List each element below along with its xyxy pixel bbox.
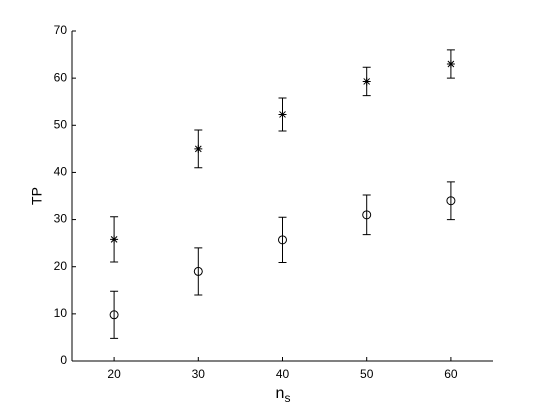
marker — [278, 235, 287, 245]
error-bar — [278, 216, 287, 263]
x-axis-label: ns — [276, 385, 291, 405]
x-axis-label-base: n — [276, 385, 285, 402]
x-tick-label: 20 — [107, 367, 121, 381]
error-bar — [194, 247, 203, 296]
x-tick-label: 50 — [360, 367, 374, 381]
y-axis-label: TP — [29, 187, 45, 205]
y-tick-label: 70 — [54, 23, 68, 37]
marker — [362, 77, 371, 86]
y-tick-label: 0 — [60, 353, 67, 367]
error-bar — [362, 194, 371, 236]
marker — [446, 60, 455, 68]
error-bar — [446, 181, 455, 221]
marker — [194, 144, 203, 153]
marker — [278, 110, 287, 119]
y-tick-label: 30 — [54, 212, 68, 226]
marker — [193, 266, 203, 276]
error-bar — [110, 290, 119, 339]
x-tick-label: 60 — [444, 367, 458, 381]
y-tick-label: 40 — [54, 165, 68, 179]
marker — [362, 210, 372, 220]
x-tick-label: 30 — [192, 367, 206, 381]
y-tick-label: 60 — [54, 70, 68, 84]
marker — [110, 235, 119, 244]
x-axis-label-subscript: s — [284, 391, 290, 405]
x-tick-label: 40 — [276, 367, 290, 381]
marker — [446, 196, 456, 206]
y-tick-label: 50 — [54, 117, 68, 131]
y-tick-label: 10 — [54, 306, 68, 320]
y-tick-label: 20 — [54, 259, 68, 273]
marker — [109, 310, 119, 320]
